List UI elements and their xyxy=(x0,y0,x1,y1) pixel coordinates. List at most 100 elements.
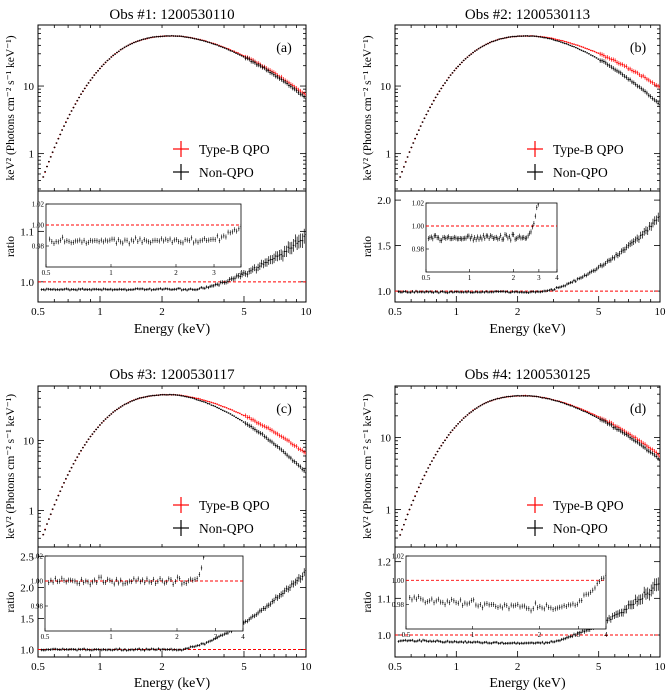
ratio-points xyxy=(38,226,306,292)
x-tick-label: 10 xyxy=(655,661,667,673)
y-tick-label: 2.5 xyxy=(20,551,34,563)
inset-y-tick-label: 0.98 xyxy=(32,243,45,251)
inset-frame xyxy=(45,203,242,268)
spectrum-axes-frame xyxy=(37,385,307,548)
inset-frame xyxy=(405,555,607,630)
panel-b: Obs #2: 1200530113 1 10 keV² (Photons cm⁻² … xyxy=(362,7,666,337)
ratio-ylabel: ratio xyxy=(5,591,17,612)
ratio-axes-frame xyxy=(394,546,661,658)
y-tick-label: 2.0 xyxy=(377,195,391,207)
panel-title: Obs #4: 1200530125 xyxy=(465,367,591,383)
inset-x-tick-label: 2 xyxy=(512,274,516,282)
inset: 0.98 1.00 1.02 0.5 1 2 3 4 xyxy=(412,200,560,283)
x-tick-label: 2 xyxy=(159,306,165,318)
spectrum-axes-frame xyxy=(37,24,307,192)
legend-label: Type-B QPO xyxy=(199,142,270,157)
inset-x-tick-label: 3 xyxy=(537,274,541,282)
ratio-axes-frame xyxy=(37,190,307,303)
inset-x-tick-label: 0.5 xyxy=(402,631,411,639)
inset-y-tick-label: 1.02 xyxy=(392,553,405,561)
legend-label: Non-QPO xyxy=(553,521,608,536)
x-tick-label: 5 xyxy=(241,306,247,318)
x-tick-label: 5 xyxy=(241,661,247,673)
inset-x-tick-label: 0.5 xyxy=(42,269,51,277)
y-tick-label: 1.5 xyxy=(377,241,391,253)
x-tick-label: 1 xyxy=(97,306,103,318)
y-tick-label: 1 xyxy=(29,505,35,517)
y-tick-label: 10 xyxy=(380,81,392,93)
inset-x-tick-label: 1 xyxy=(468,274,472,282)
x-tick-label: 5 xyxy=(596,661,602,673)
x-tick-label: 10 xyxy=(301,306,313,318)
inset-y-tick-label: 0.98 xyxy=(392,601,405,609)
x-tick-label: 10 xyxy=(655,306,667,318)
inset-y-tick-label: 1.02 xyxy=(32,201,45,209)
spectrum-axes-frame xyxy=(394,24,661,192)
y-tick-label: 1.0 xyxy=(377,630,391,642)
x-axis-label: Energy (keV) xyxy=(134,322,211,337)
spectrum-ylabel: keV² (Photons cm⁻² s⁻¹ keV⁻¹) xyxy=(5,394,17,539)
inset-x-tick-label: 3 xyxy=(577,631,581,639)
panel-title: Obs #2: 1200530113 xyxy=(465,7,590,23)
x-axis-label: Energy (keV) xyxy=(134,676,211,691)
x-tick-label: 2 xyxy=(159,661,165,673)
panel-label: (c) xyxy=(276,402,292,417)
y-tick-label: 1.2 xyxy=(377,557,391,569)
x-tick-label: 2 xyxy=(515,661,521,673)
panel-label: (a) xyxy=(276,41,292,56)
ratio-axes-frame xyxy=(394,190,661,303)
ratio-ylabel: ratio xyxy=(5,236,17,257)
inset-x-tick-label: 2 xyxy=(174,269,178,277)
inset-y-tick-label: 1.02 xyxy=(31,553,44,561)
y-tick-label: 2.0 xyxy=(20,582,34,594)
inset-x-tick-label: 3 xyxy=(212,269,216,277)
y-tick-label: 10 xyxy=(380,432,392,444)
y-tick-label: 1.1 xyxy=(377,593,391,605)
x-axis-label: Energy (keV) xyxy=(489,676,566,691)
panel-label: (b) xyxy=(630,41,647,56)
y-tick-label: 1 xyxy=(386,504,392,516)
legend-label: Type-B QPO xyxy=(553,142,624,157)
panel-a: Obs #1: 1200530110 1 10 keV² (Photons cm⁻² … xyxy=(5,7,312,337)
y-tick-label: 1.5 xyxy=(20,613,34,625)
inset-x-tick-label: 4 xyxy=(239,269,243,277)
inset-points xyxy=(426,203,557,244)
y-tick-label: 1 xyxy=(29,149,35,161)
legend-label: Non-QPO xyxy=(199,521,254,536)
panel-title: Obs #3: 1200530117 xyxy=(109,367,235,383)
inset-x-tick-label: 2 xyxy=(538,631,542,639)
ratio-points xyxy=(395,211,660,295)
inset-points xyxy=(406,572,606,614)
x-tick-label: 0.5 xyxy=(31,661,45,673)
spectra xyxy=(399,35,660,178)
y-tick-label: 10 xyxy=(23,435,35,447)
inset-x-tick-label: 0.5 xyxy=(41,633,50,641)
spectra xyxy=(399,394,660,536)
spectrum-ylabel: keV² (Photons cm⁻² s⁻¹ keV⁻¹) xyxy=(5,35,17,180)
x-tick-label: 1 xyxy=(454,661,460,673)
inset: 0.98 1.00 1.02 0.5 1 2 3 4 xyxy=(31,553,246,642)
inset-x-tick-label: 1 xyxy=(109,633,113,641)
inset-frame xyxy=(44,555,244,632)
y-tick-label: 1.0 xyxy=(20,277,34,289)
panel-c: Obs #3: 1200530117 1 10 keV² (Photons cm⁻² … xyxy=(5,367,313,691)
inset-x-tick-label: 4 xyxy=(241,633,245,641)
inset-x-tick-label: 1 xyxy=(109,269,113,277)
x-tick-label: 0.5 xyxy=(388,661,402,673)
x-tick-label: 0.5 xyxy=(31,306,45,318)
x-tick-label: 1 xyxy=(97,661,103,673)
inset-y-tick-label: 1.00 xyxy=(31,578,44,586)
inset-x-tick-label: 0.5 xyxy=(422,274,431,282)
inset-y-tick-label: 1.02 xyxy=(412,200,425,208)
panel-title: Obs #1: 1200530110 xyxy=(109,7,234,23)
legend-label: Type-B QPO xyxy=(199,498,270,513)
spectra xyxy=(42,393,306,536)
ratio-ylabel: ratio xyxy=(362,236,374,257)
inset-x-tick-label: 1 xyxy=(471,631,475,639)
x-tick-label: 10 xyxy=(301,661,313,673)
inset: 0.98 1.00 1.02 0.5 1 2 3 4 xyxy=(392,553,609,640)
inset-y-tick-label: 0.98 xyxy=(412,246,425,254)
y-tick-label: 1.0 xyxy=(377,286,391,298)
panel-label: (d) xyxy=(630,402,647,417)
